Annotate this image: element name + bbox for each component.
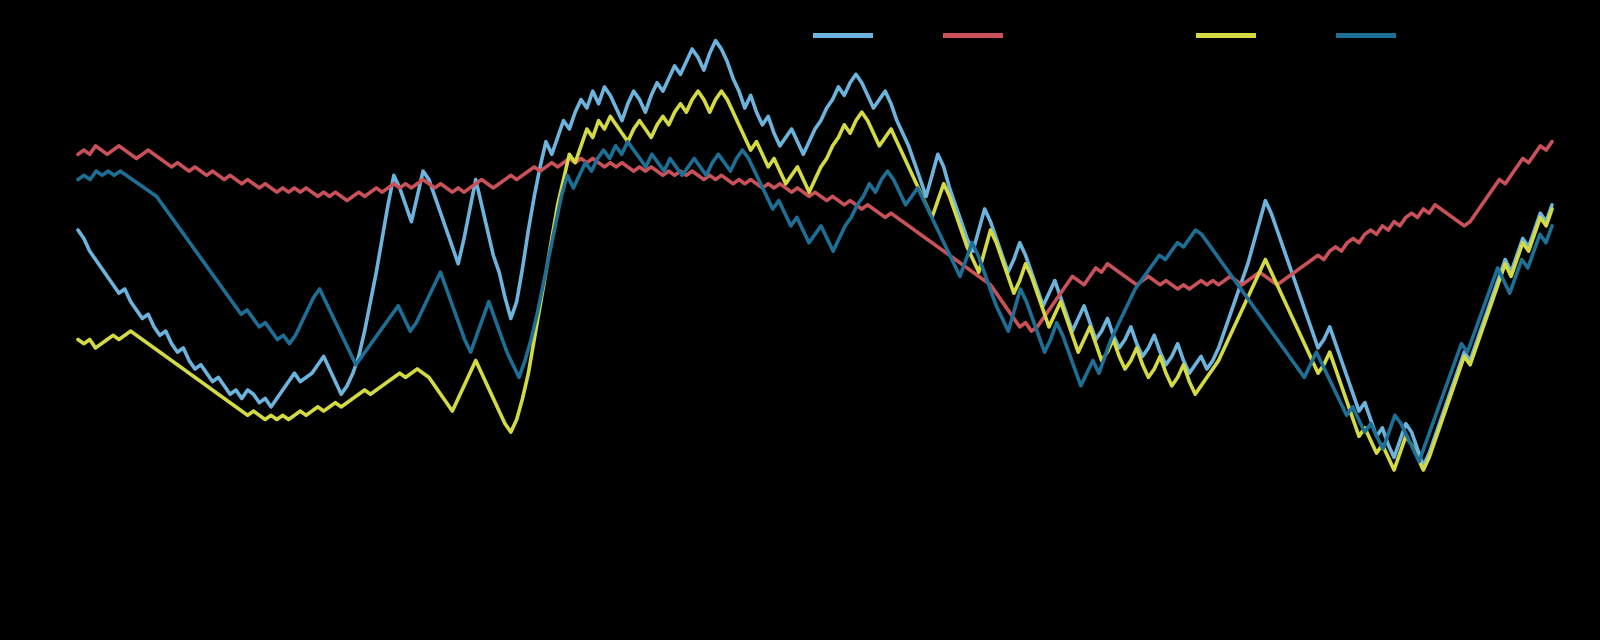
legend-item-series-4[interactable] <box>1336 22 1405 48</box>
series-line-3 <box>76 89 1554 472</box>
legend-swatch-series-4 <box>1336 32 1396 38</box>
legend-swatch-series-2 <box>943 32 1003 38</box>
legend-item-series-1[interactable] <box>813 22 882 48</box>
chart-legend <box>0 0 1600 64</box>
legend-swatch-series-3 <box>1196 32 1256 38</box>
series-line-1 <box>76 38 1554 468</box>
series-line-2 <box>76 139 1554 333</box>
legend-item-series-2[interactable] <box>943 22 1012 48</box>
legend-swatch-series-1 <box>813 32 873 38</box>
series-line-4 <box>76 139 1554 464</box>
legend-item-series-3[interactable] <box>1196 22 1265 48</box>
